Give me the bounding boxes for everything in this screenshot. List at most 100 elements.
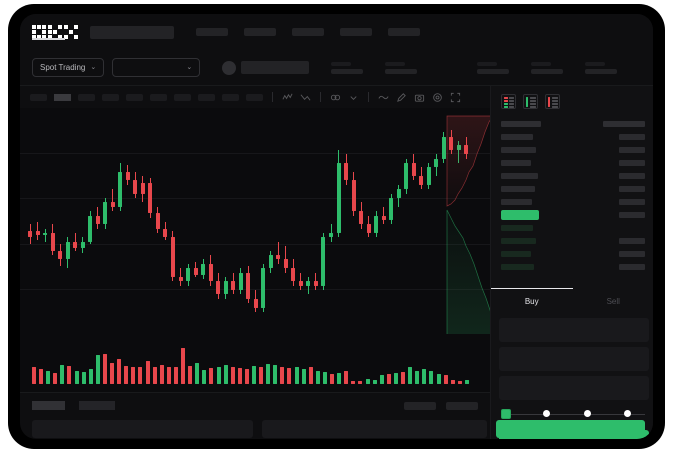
toolbar-divider-3 (368, 92, 369, 102)
candle-body (216, 281, 221, 295)
volume-bar (322, 372, 327, 384)
timeframe-1mo[interactable] (222, 93, 239, 101)
volume-bar (464, 380, 469, 384)
slider-step-75[interactable] (624, 410, 631, 417)
volume-bar (138, 367, 143, 384)
volume-bar (230, 367, 235, 384)
orderbook-mixed-icon[interactable] (501, 94, 516, 109)
chevron-down-icon-toolbar[interactable] (348, 92, 359, 103)
volume-bar (32, 367, 36, 384)
orderbook-bids-icon[interactable] (523, 94, 538, 109)
timeframe-1h[interactable] (126, 93, 143, 101)
orderbook-ask-row[interactable] (501, 195, 645, 208)
okx-logo[interactable] (32, 25, 78, 39)
candle-wick (300, 272, 302, 291)
candle-body (65, 241, 70, 260)
chart-settings-gear-icon[interactable] (432, 92, 443, 103)
orderbook-ask-row[interactable] (501, 182, 645, 195)
tab-sell[interactable]: Sell (606, 297, 620, 306)
volume-bar (252, 365, 256, 384)
draw-pencil-icon[interactable] (396, 92, 407, 103)
order-amount-slider[interactable] (499, 408, 649, 420)
volume-bar (117, 358, 122, 384)
candle-body (306, 281, 311, 286)
bid-price (501, 263, 534, 270)
timeframe-1d[interactable] (174, 93, 191, 101)
orderbook-bid-row[interactable] (501, 247, 645, 260)
bid-price (501, 237, 536, 244)
orderbook-ask-row[interactable] (501, 130, 645, 143)
orderbook-asks-icon[interactable] (545, 94, 560, 109)
tab-open-orders[interactable] (32, 401, 65, 410)
bottom-panel-left[interactable] (32, 420, 253, 438)
orderbook-ask-row[interactable] (501, 156, 645, 169)
nav-item-3[interactable] (292, 28, 324, 36)
candle-body (73, 241, 78, 249)
chart-gridline (20, 198, 490, 200)
nav-item-2[interactable] (244, 28, 276, 36)
screenshot-camera-icon[interactable] (414, 92, 425, 103)
volume-bar (294, 366, 299, 384)
trading-mode-select[interactable]: Spot Trading ⌄ (32, 58, 105, 77)
orderbook-last-price-row[interactable] (501, 208, 645, 221)
timeframe-30m[interactable] (102, 93, 119, 101)
slider-step-50[interactable] (584, 410, 591, 417)
orderbook-col-price (501, 120, 541, 127)
indicator-trend-icon[interactable] (300, 92, 311, 103)
timeframe-15m[interactable] (78, 93, 95, 101)
volume-bar (365, 379, 370, 384)
candle-body (140, 182, 145, 194)
order-total-field[interactable] (499, 376, 649, 400)
volume-bar (39, 369, 44, 384)
orderbook-ask-row[interactable] (501, 143, 645, 156)
nav-item-1[interactable] (196, 28, 228, 36)
search-input[interactable] (90, 25, 174, 39)
candle-body (261, 268, 266, 308)
candlestick-chart[interactable] (20, 108, 490, 334)
orderbook-ask-row[interactable] (501, 169, 645, 182)
bottom-green-action-button[interactable] (495, 420, 645, 438)
orderbook-bid-row[interactable] (501, 221, 645, 234)
market-stat-5 (585, 61, 618, 74)
ask-price (501, 185, 535, 192)
nav-item-4[interactable] (340, 28, 372, 36)
fullscreen-icon[interactable] (450, 92, 461, 103)
bid-amount (619, 250, 645, 257)
indicator-wave-icon[interactable] (378, 92, 389, 103)
tab-buy[interactable]: Buy (491, 288, 573, 314)
orders-action-1[interactable] (404, 401, 436, 410)
timeframe-4h[interactable] (150, 93, 167, 101)
volume-bar (74, 371, 79, 384)
indicator-compare-icon[interactable] (330, 92, 341, 103)
stat-value-3 (477, 68, 510, 74)
bottom-panel-center[interactable] (261, 420, 487, 438)
order-price-field[interactable] (499, 318, 649, 342)
timeframe-more[interactable] (246, 93, 263, 101)
timeframe-5m[interactable] (54, 93, 71, 101)
trading-mode-label: Spot Trading (40, 63, 86, 72)
candle-body (103, 202, 108, 225)
market-stat-4 (531, 61, 564, 74)
orderbook-bid-row[interactable] (501, 234, 645, 247)
trading-pair-select[interactable]: ⌄ (112, 58, 201, 77)
volume-bar (287, 368, 292, 384)
volume-bar (393, 373, 398, 384)
orderbook-bid-row[interactable] (501, 260, 645, 273)
stat-label-5 (585, 61, 606, 66)
pair-price-placeholder (241, 61, 310, 74)
timeframe-1m[interactable] (30, 93, 47, 101)
orders-action-2[interactable] (446, 401, 478, 410)
volume-bar (386, 374, 391, 384)
candle-wick (44, 228, 46, 242)
tab-order-history[interactable] (79, 401, 115, 410)
volume-bar (110, 362, 115, 384)
timeframe-1w[interactable] (198, 93, 215, 101)
volume-bar (457, 381, 462, 384)
slider-step-25[interactable] (543, 410, 550, 417)
order-amount-field[interactable] (499, 347, 649, 371)
nav-item-5[interactable] (388, 28, 420, 36)
slider-handle[interactable] (501, 409, 511, 419)
indicator-zigzag-icon[interactable] (282, 92, 293, 103)
candle-body (336, 162, 341, 234)
volume-bar (415, 371, 420, 384)
